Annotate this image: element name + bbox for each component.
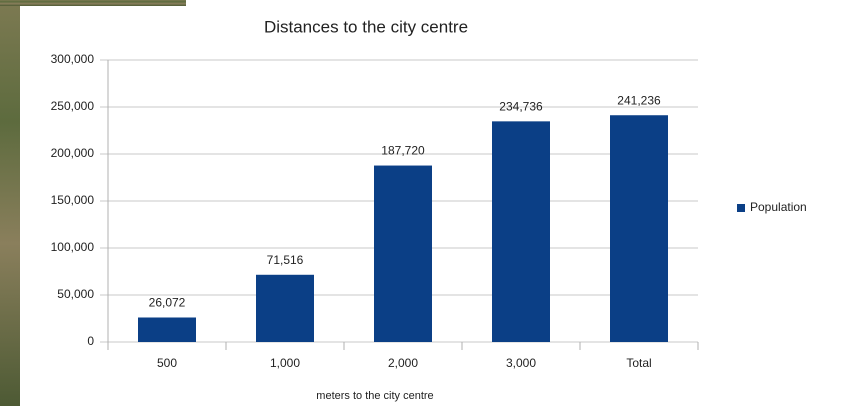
bar <box>138 317 196 342</box>
x-tick-label: 500 <box>157 356 177 370</box>
x-tick-label: Total <box>626 356 651 370</box>
x-tick-label: 3,000 <box>506 356 536 370</box>
data-label: 187,720 <box>381 144 425 158</box>
y-tick-label: 50,000 <box>57 287 94 301</box>
y-tick-label: 200,000 <box>51 146 95 160</box>
x-axis-label: meters to the city centre <box>316 390 433 402</box>
x-tick-label: 1,000 <box>270 356 300 370</box>
bar <box>610 115 668 342</box>
y-tick-label: 100,000 <box>51 240 95 254</box>
data-label: 234,736 <box>499 100 543 114</box>
bar <box>374 165 432 342</box>
y-tick-label: 250,000 <box>51 99 95 113</box>
legend-label: Population <box>750 200 807 214</box>
data-label: 241,236 <box>617 93 661 107</box>
x-tick-label: 2,000 <box>388 356 418 370</box>
aerial-photo-strip <box>0 0 20 406</box>
data-label: 71,516 <box>267 253 304 267</box>
chart-title: Distances to the city centre <box>264 17 468 36</box>
bar <box>492 121 550 342</box>
data-label: 26,072 <box>149 296 186 310</box>
y-tick-label: 0 <box>87 334 94 348</box>
bar <box>256 274 314 342</box>
aerial-photo-strip <box>0 0 186 6</box>
legend-swatch <box>737 204 745 212</box>
y-tick-label: 300,000 <box>51 52 95 66</box>
y-tick-label: 150,000 <box>51 193 95 207</box>
